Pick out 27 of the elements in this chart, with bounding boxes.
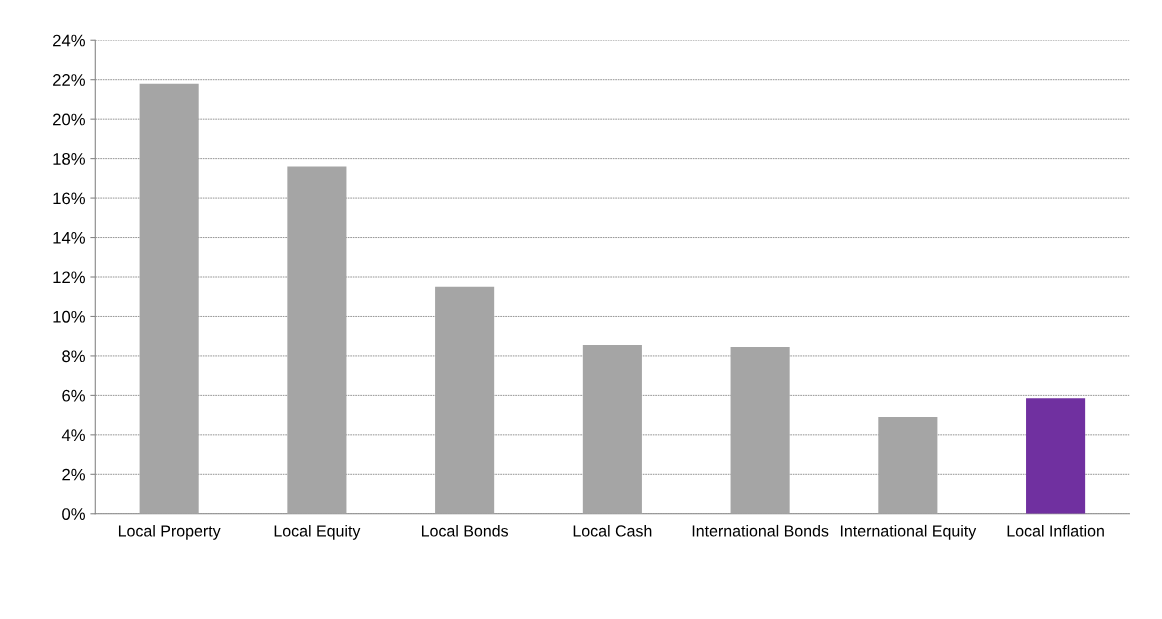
y-tick-label: 20%: [53, 113, 85, 126]
y-tick-label: 24%: [53, 34, 85, 47]
y-tick-label: 16%: [53, 192, 85, 205]
x-tick-label: Local Inflation: [1007, 524, 1104, 537]
bar: [582, 345, 642, 514]
x-tick-label: Local Equity: [274, 524, 361, 540]
y-tick-label: 8%: [62, 350, 85, 363]
y-tick-label: 2%: [62, 468, 85, 481]
y-tick-label: 18%: [53, 153, 85, 165]
y-tick-label: 12%: [53, 271, 85, 284]
y-tick-label: 0%: [62, 508, 85, 520]
x-tick-label: Local Cash: [573, 524, 652, 537]
bar: [730, 347, 790, 514]
y-tick-label: 10%: [53, 310, 85, 323]
x-tick-label: Local Bonds: [421, 524, 509, 537]
y-tick-label: 22%: [53, 74, 85, 86]
x-tick-label: Local Property: [118, 524, 221, 540]
y-tick-label: 6%: [62, 389, 85, 402]
bar: [139, 83, 199, 514]
x-tick-label: International Bonds: [692, 524, 829, 537]
bar: [878, 417, 938, 514]
bar: [435, 286, 495, 514]
bar: [1026, 398, 1086, 514]
x-tick-label: International Equity: [840, 524, 977, 540]
y-tick-label: 4%: [61, 429, 85, 441]
bar: [287, 166, 347, 514]
y-tick-label: 14%: [53, 232, 85, 244]
